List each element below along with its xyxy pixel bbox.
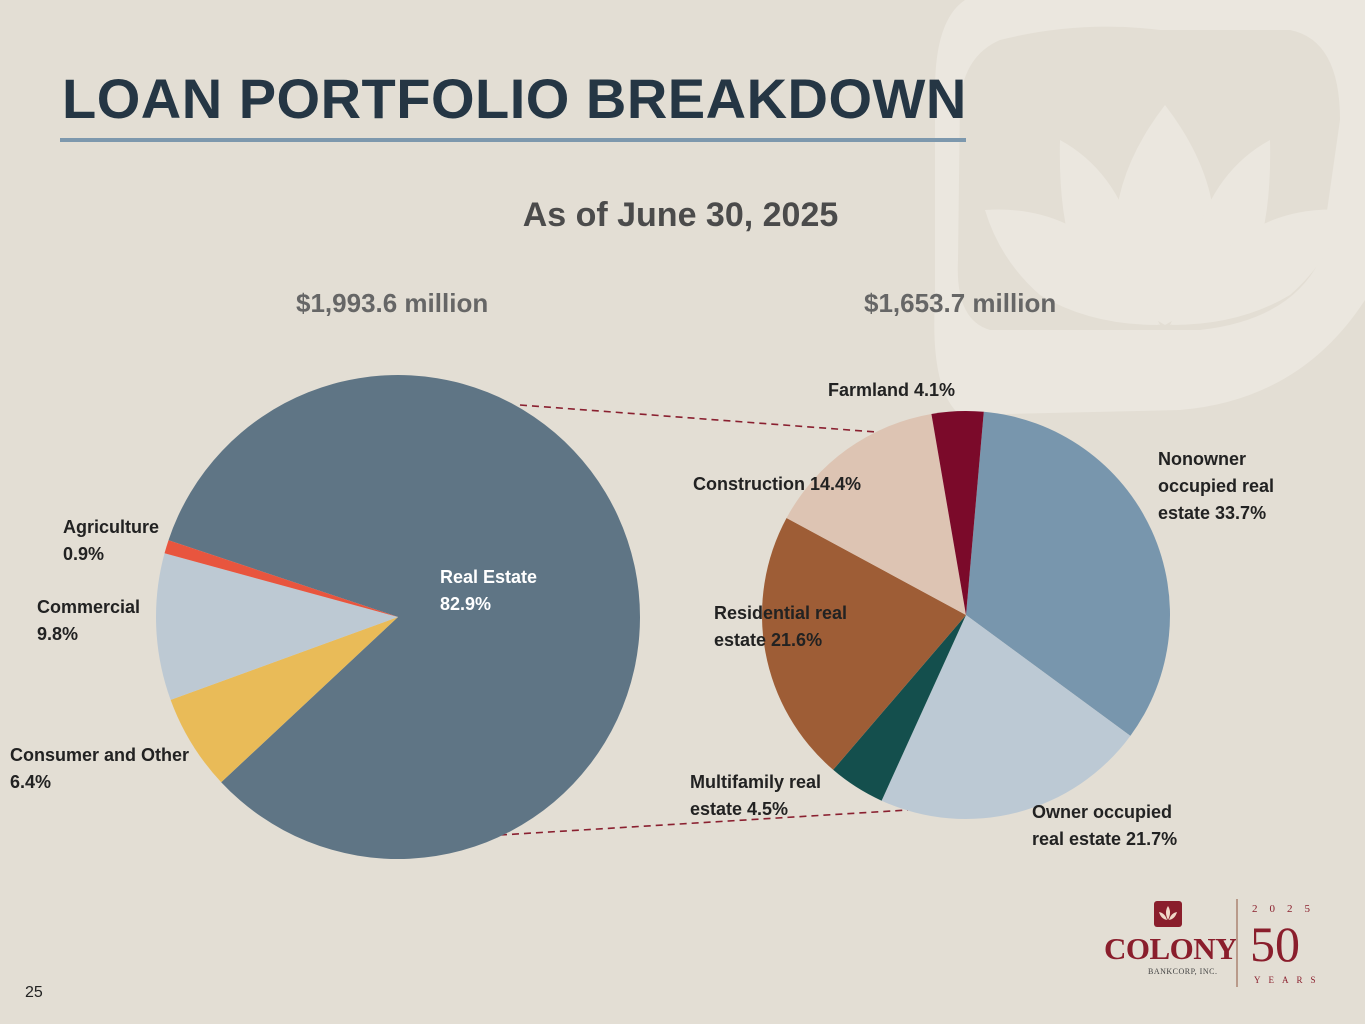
- page-number: 25: [25, 984, 43, 1001]
- logo-wordmark: COLONY: [1104, 931, 1238, 966]
- right-pie-total: $1,653.7 million: [864, 288, 1057, 318]
- pie-slice-consumer-and-other: [170, 617, 398, 783]
- slice-label-farmland: Farmland 4.1%: [828, 380, 956, 400]
- slice-label-consumer-other: Consumer and Other 6.4%: [10, 745, 190, 792]
- pie-slice-real-estate: [168, 375, 640, 859]
- right-pie: [762, 411, 1170, 819]
- logo-year: 2025: [1252, 903, 1322, 915]
- left-pie: [155, 375, 640, 859]
- lotus-logo-icon: [1154, 901, 1182, 927]
- logo-years-word: YEARS: [1254, 975, 1324, 985]
- logo-subtitle: BANKCORP, INC.: [1148, 967, 1218, 976]
- pie-slice-multifamily-real-estate: [833, 615, 966, 801]
- logo-divider: [1236, 899, 1238, 987]
- title-underline: [60, 138, 966, 142]
- subtitle-text: As of June 30, 2025: [522, 196, 839, 234]
- connector-top: [519, 404, 877, 433]
- slice-label-construction: Construction 14.4%: [693, 474, 862, 494]
- slice-label-nonowner-occupied: Nonowner occupied real estate 33.7%: [1158, 449, 1275, 523]
- pie-slice-residential-real-estate: [762, 517, 966, 770]
- colony-logo: COLONY BANKCORP, INC. 2025 50 YEARS: [1100, 895, 1330, 995]
- pie-slice-nonowner-occupied-real-estate: [966, 411, 1170, 736]
- slice-label-agriculture: Agriculture 0.9%: [63, 517, 160, 564]
- pie-slice-agriculture: [164, 540, 398, 617]
- pie-slice-owner-occupied-real-estate: [881, 615, 1131, 819]
- slide-subtitle: As of June 30, 2025: [0, 196, 1365, 235]
- logo-anniversary: 50: [1250, 916, 1300, 972]
- pie-slice-construction: [786, 413, 966, 615]
- slice-label-owner-occupied: Owner occupied real estate 21.7%: [1032, 802, 1178, 849]
- slice-label-commercial: Commercial 9.8%: [37, 597, 141, 644]
- slice-label-residential: Residential real estate 21.6%: [714, 603, 848, 650]
- slice-label-real-estate: Real Estate 82.9%: [440, 567, 538, 614]
- slide-title: LOAN PORTFOLIO BREAKDOWN: [62, 67, 967, 130]
- connector-bottom: [499, 809, 909, 836]
- slice-label-multifamily: Multifamily real estate 4.5%: [690, 772, 822, 819]
- pie-slice-commercial: [155, 553, 398, 700]
- pie-slice-farmland: [931, 411, 984, 615]
- left-pie-total: $1,993.6 million: [296, 288, 489, 318]
